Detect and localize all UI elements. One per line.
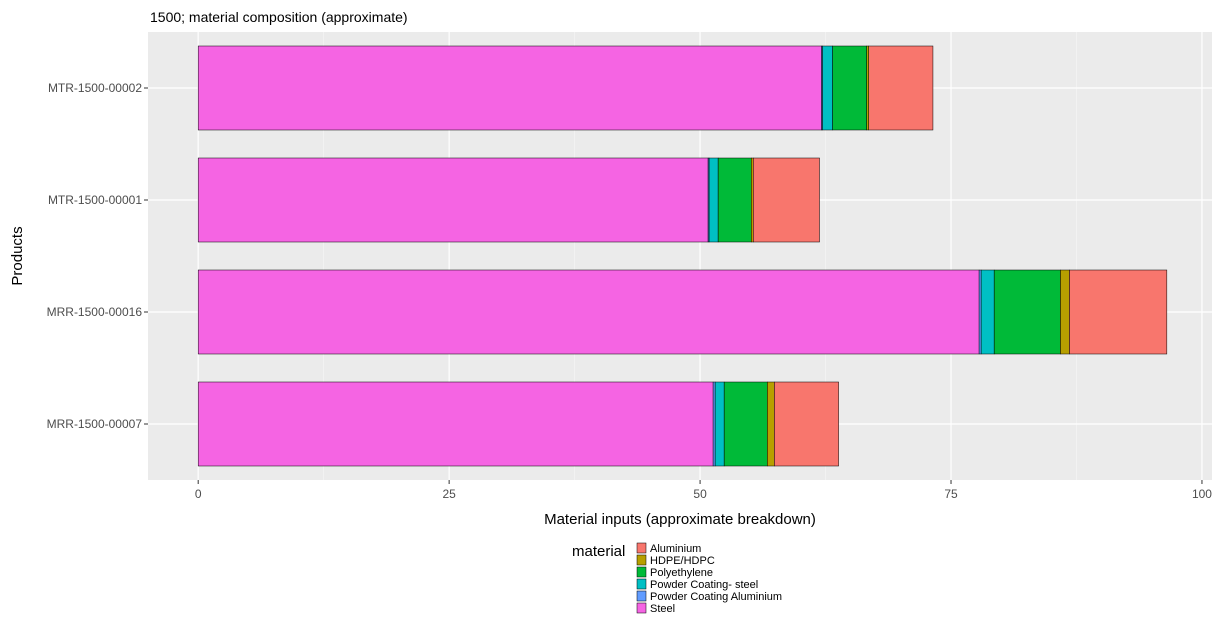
- bar-segment-polyethylene-mtr-1500-00001: [717, 157, 752, 243]
- bars: [197, 45, 1168, 467]
- bar-segment-hdpe-hdpc-mrr-1500-00016: [1060, 269, 1070, 355]
- bar-segment-hdpe-hdpc-mtr-1500-00002: [866, 45, 869, 131]
- bar-segment-aluminium-mtr-1500-00002: [868, 45, 934, 131]
- bar-segment-polyethylene-mrr-1500-00007: [723, 381, 768, 467]
- bar-segment-steel-mtr-1500-00002: [197, 45, 822, 131]
- bar-segment-powder-coating-steel-mtr-1500-00001: [708, 157, 719, 243]
- x-tick-label: 0: [195, 487, 202, 501]
- bar-segment-powder-coating-aluminium-mrr-1500-00016: [978, 269, 982, 355]
- bar-segment-powder-coating-steel-mtr-1500-00002: [822, 45, 833, 131]
- legend-label: Aluminium: [650, 543, 701, 555]
- x-tick-label: 50: [693, 487, 707, 501]
- y-tick-label: MRR-1500-00016: [47, 305, 143, 319]
- legend-key: [636, 602, 647, 614]
- legend-label: Steel: [650, 603, 675, 615]
- axis-ticks: MRR-1500-00007 MRR-1500-00016 MTR-1500-000…: [47, 81, 1213, 501]
- legend-label: Polyethylene: [650, 567, 713, 579]
- y-tick-label: MTR-1500-00002: [48, 81, 142, 95]
- x-tick-label: 100: [1192, 487, 1212, 501]
- x-tick-label: 25: [442, 487, 456, 501]
- bar-segment-steel-mrr-1500-00016: [197, 269, 980, 355]
- bar-segment-powder-coating-steel-mrr-1500-00007: [714, 381, 725, 467]
- legend-label: Powder Coating- steel: [650, 579, 758, 591]
- bar-segment-hdpe-hdpc-mtr-1500-00001: [751, 157, 754, 243]
- legend-key: [636, 578, 647, 590]
- bar-segment-aluminium-mrr-1500-00016: [1069, 269, 1168, 355]
- bar-segment-powder-coating-steel-mrr-1500-00016: [980, 269, 995, 355]
- legend-title: material: [572, 543, 625, 560]
- bar-segment-polyethylene-mrr-1500-00016: [993, 269, 1061, 355]
- bar-segment-aluminium-mrr-1500-00007: [774, 381, 839, 467]
- y-tick-label: MRR-1500-00007: [47, 417, 143, 431]
- bar-segment-polyethylene-mtr-1500-00002: [832, 45, 867, 131]
- bar-segment-steel-mtr-1500-00001: [197, 157, 709, 243]
- legend-key: [636, 590, 647, 602]
- legend-key: [636, 554, 647, 566]
- bar-segment-steel-mrr-1500-00007: [197, 381, 714, 467]
- legend-label: HDPE/HDPC: [650, 555, 715, 567]
- bar-segment-powder-coating-aluminium-mrr-1500-00007: [712, 381, 716, 467]
- legend-key: [636, 542, 647, 554]
- y-tick-label: MTR-1500-00001: [48, 193, 142, 207]
- x-tick-label: 75: [944, 487, 958, 501]
- bar-segment-aluminium-mtr-1500-00001: [753, 157, 820, 243]
- x-axis-title: Material inputs (approximate breakdown): [544, 511, 816, 528]
- bar-segment-hdpe-hdpc-mrr-1500-00007: [767, 381, 775, 467]
- legend-key: [636, 566, 647, 578]
- chart-title: 1500; material composition (approximate): [150, 9, 408, 25]
- legend-label: Powder Coating Aluminium: [650, 591, 782, 603]
- y-axis-title: Products: [9, 226, 26, 285]
